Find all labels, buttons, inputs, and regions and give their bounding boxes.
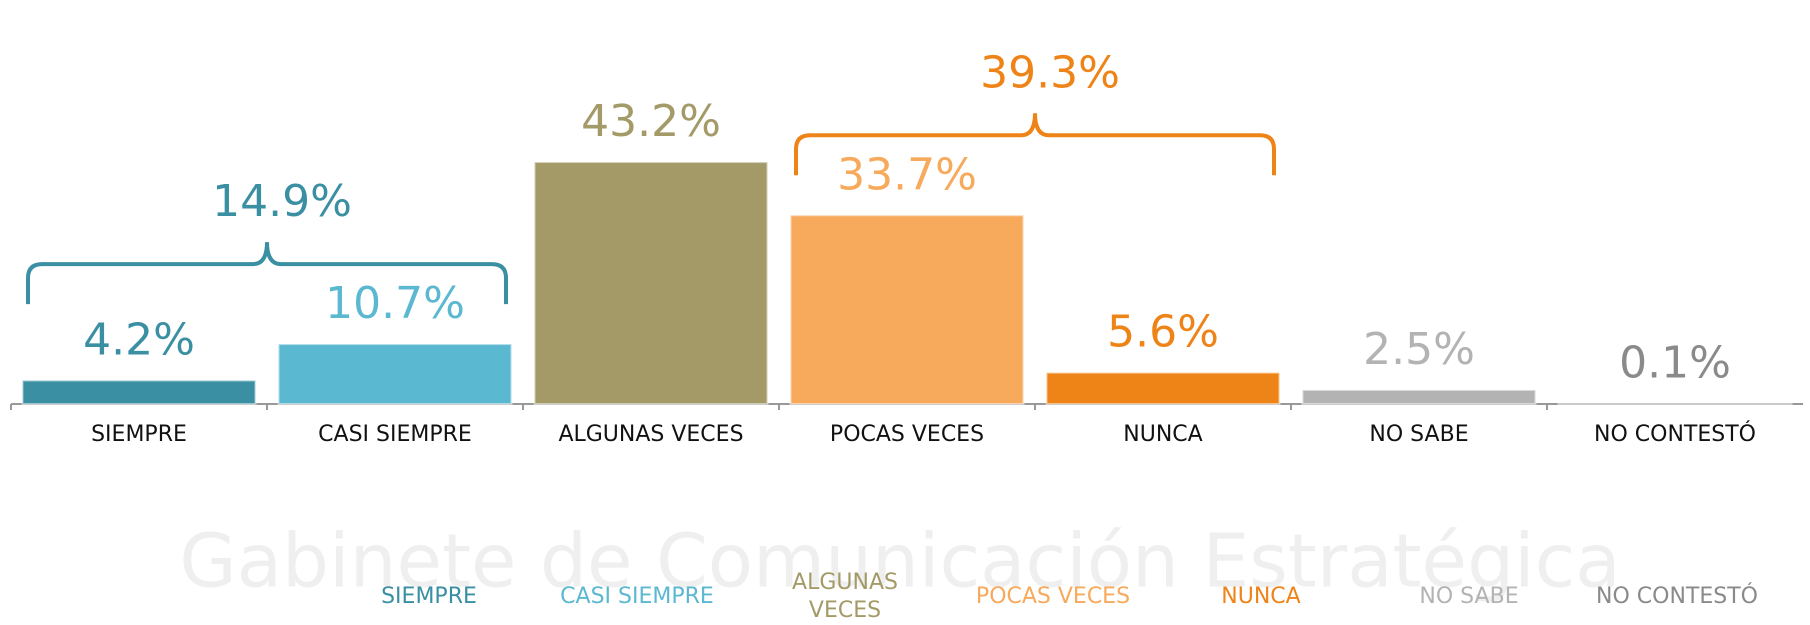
legend-entry: NO SABE (1419, 584, 1518, 609)
legend-entry: POCAS VECES (976, 584, 1130, 609)
bracket (794, 113, 1276, 176)
value-label: 2.5% (1363, 324, 1475, 375)
value-label: 0.1% (1619, 337, 1731, 388)
bar (533, 161, 769, 405)
annotation: 14.9% (212, 176, 352, 227)
x-tick-label: SIEMPRE (91, 422, 187, 447)
legend-entry: CASI SIEMPRE (560, 584, 714, 609)
bar (1045, 371, 1281, 406)
bar (1301, 389, 1537, 405)
watermark: Gabinete de Comunicación Estratégica (179, 519, 1620, 605)
bracket (26, 242, 508, 305)
value-label: 4.2% (83, 314, 195, 365)
annotation: 39.3% (980, 47, 1120, 98)
value-label: 10.7% (325, 278, 465, 329)
x-tick-label: NO SABE (1369, 422, 1468, 447)
value-label: 5.6% (1107, 307, 1219, 358)
x-tick-label: NUNCA (1123, 422, 1202, 447)
bar (1557, 402, 1793, 406)
x-tick-label: POCAS VECES (830, 422, 984, 447)
x-tick-label: ALGUNAS VECES (558, 422, 743, 447)
bar (277, 343, 513, 405)
legend-entry: NO CONTESTÓ (1596, 583, 1758, 609)
legend-entry: ALGUNAS VECES (792, 570, 898, 623)
x-tick-label: CASI SIEMPRE (318, 422, 472, 447)
x-tick-label: NO CONTESTÓ (1594, 421, 1756, 447)
value-label: 33.7% (837, 149, 977, 200)
legend-entry: SIEMPRE (381, 584, 477, 609)
bar (21, 379, 257, 406)
legend-entry: NUNCA (1221, 584, 1300, 609)
bar (789, 214, 1025, 405)
value-label: 43.2% (581, 96, 721, 147)
